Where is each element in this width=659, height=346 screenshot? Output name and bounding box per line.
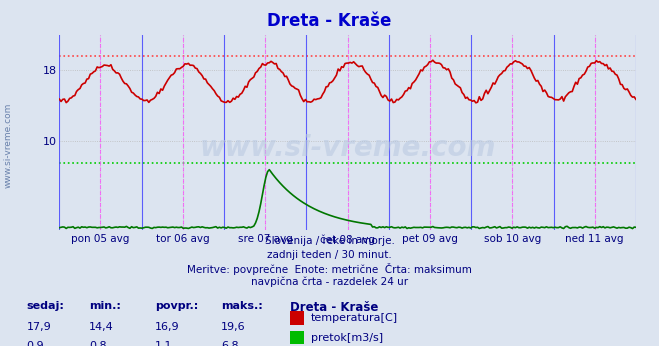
Text: Slovenija / reke in morje.: Slovenija / reke in morje. xyxy=(264,236,395,246)
Text: 16,9: 16,9 xyxy=(155,322,179,332)
Text: 14,4: 14,4 xyxy=(89,322,114,332)
Text: Dreta - Kraše: Dreta - Kraše xyxy=(290,301,378,314)
Text: navpična črta - razdelek 24 ur: navpična črta - razdelek 24 ur xyxy=(251,277,408,287)
Text: 0,8: 0,8 xyxy=(89,341,107,346)
Text: zadnji teden / 30 minut.: zadnji teden / 30 minut. xyxy=(267,250,392,260)
Text: pretok[m3/s]: pretok[m3/s] xyxy=(311,333,383,343)
Text: 0,9: 0,9 xyxy=(26,341,44,346)
Text: maks.:: maks.: xyxy=(221,301,262,311)
Text: 6,8: 6,8 xyxy=(221,341,239,346)
Text: Dreta - Kraše: Dreta - Kraše xyxy=(268,12,391,30)
Text: www.si-vreme.com: www.si-vreme.com xyxy=(4,103,13,188)
Text: min.:: min.: xyxy=(89,301,121,311)
Text: povpr.:: povpr.: xyxy=(155,301,198,311)
Text: www.si-vreme.com: www.si-vreme.com xyxy=(200,134,496,162)
Text: 19,6: 19,6 xyxy=(221,322,245,332)
Text: Meritve: povprečne  Enote: metrične  Črta: maksimum: Meritve: povprečne Enote: metrične Črta:… xyxy=(187,263,472,275)
Text: temperatura[C]: temperatura[C] xyxy=(311,313,398,323)
Text: sedaj:: sedaj: xyxy=(26,301,64,311)
Text: 1,1: 1,1 xyxy=(155,341,173,346)
Text: 17,9: 17,9 xyxy=(26,322,51,332)
